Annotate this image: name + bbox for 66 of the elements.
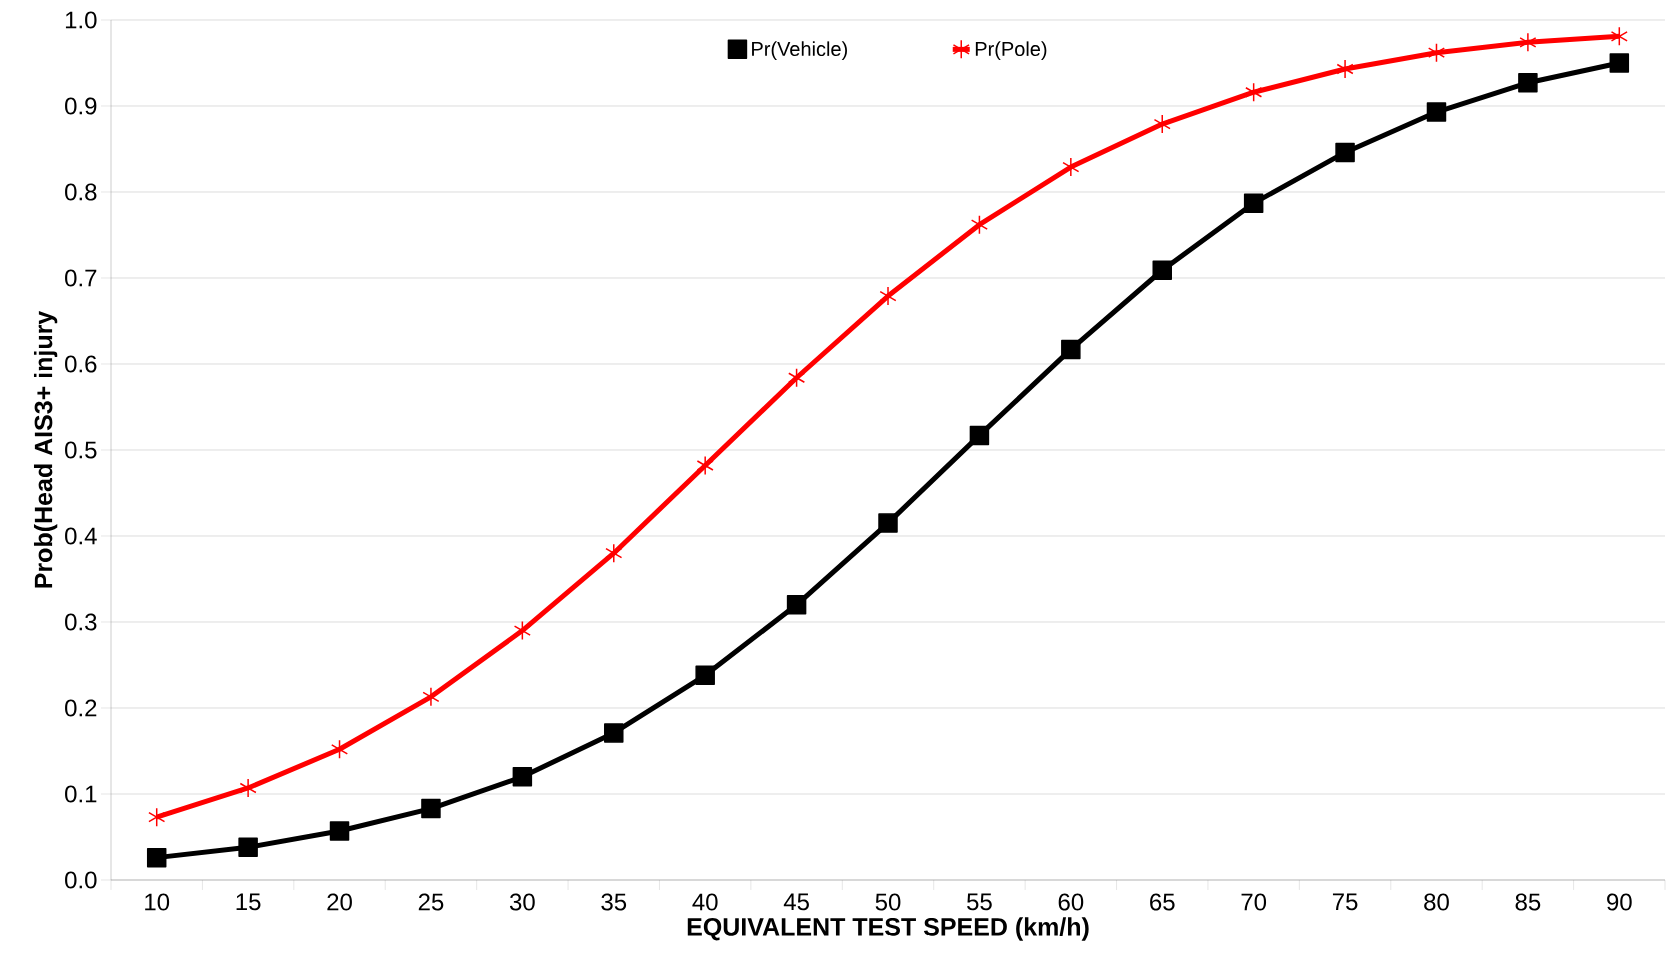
point [422, 687, 440, 707]
point [604, 723, 624, 743]
point [1245, 82, 1263, 102]
x-tick-label: 50 [875, 893, 901, 911]
x-tick-label: 15 [236, 893, 261, 911]
x-tick-label: 45 [783, 893, 809, 911]
point [1426, 102, 1447, 122]
point [1427, 42, 1446, 63]
point [421, 798, 441, 819]
y-tick-label: 0.9 [65, 97, 97, 115]
point [513, 620, 531, 641]
x-tick-label: 85 [1515, 893, 1541, 911]
point [695, 665, 715, 686]
point [788, 368, 806, 388]
point [1243, 193, 1264, 213]
point [1152, 260, 1172, 280]
y-tick-label: 0.5 [65, 441, 97, 459]
y-tick-label: 0.8 [65, 183, 97, 201]
point [1335, 142, 1355, 163]
x-tick-label: 65 [1150, 893, 1175, 911]
x-tick-label: 35 [601, 893, 627, 911]
point [879, 286, 897, 306]
y-tick-label: 0.0 [65, 871, 97, 889]
point [1609, 53, 1630, 73]
y-tick-label: 0.7 [65, 269, 97, 287]
x-tick-label: 70 [1241, 893, 1267, 911]
point [512, 767, 533, 787]
y-tick-label: 1.0 [65, 11, 97, 29]
point [1519, 32, 1537, 53]
point [605, 543, 623, 563]
x-tick-label: 30 [509, 893, 535, 911]
y-tick-label: 0.6 [65, 355, 97, 373]
point [148, 807, 166, 827]
y-tick-label: 0.4 [65, 527, 97, 545]
x-tick-label: 90 [1607, 893, 1632, 911]
point [146, 847, 167, 868]
y-tick-label: 0.1 [65, 785, 97, 803]
point [786, 595, 807, 615]
x-tick-label: 60 [1058, 893, 1084, 911]
point [238, 837, 258, 858]
x-axis-title: EQUIVALENT TEST SPEED (km/h) [687, 917, 1089, 941]
point [696, 455, 714, 476]
point [878, 513, 898, 533]
x-tick-label: 75 [1332, 893, 1358, 911]
y-tick-label: 0.2 [65, 699, 97, 717]
y-tick-label: 0.3 [65, 613, 97, 631]
point [239, 778, 257, 798]
x-tick-label: 55 [967, 893, 992, 911]
point [1061, 339, 1081, 360]
point [1610, 26, 1628, 47]
point [329, 821, 350, 841]
point [969, 425, 990, 446]
point [970, 214, 988, 235]
point [330, 739, 349, 760]
x-tick-label: 25 [418, 893, 444, 911]
x-tick-label: 40 [692, 893, 718, 911]
point [1336, 59, 1354, 79]
x-tick-label: 10 [145, 893, 170, 911]
y-axis-title: Prob(Head AIS3+ injury [33, 310, 58, 588]
legend-label: Pr(Vehicle) [752, 41, 847, 61]
point [1153, 114, 1171, 134]
point [1062, 157, 1080, 177]
x-tick-label: 20 [327, 893, 352, 911]
legend-label: Pr(Pole) [975, 41, 1047, 61]
x-tick-label: 80 [1424, 893, 1449, 911]
point [1518, 73, 1538, 93]
